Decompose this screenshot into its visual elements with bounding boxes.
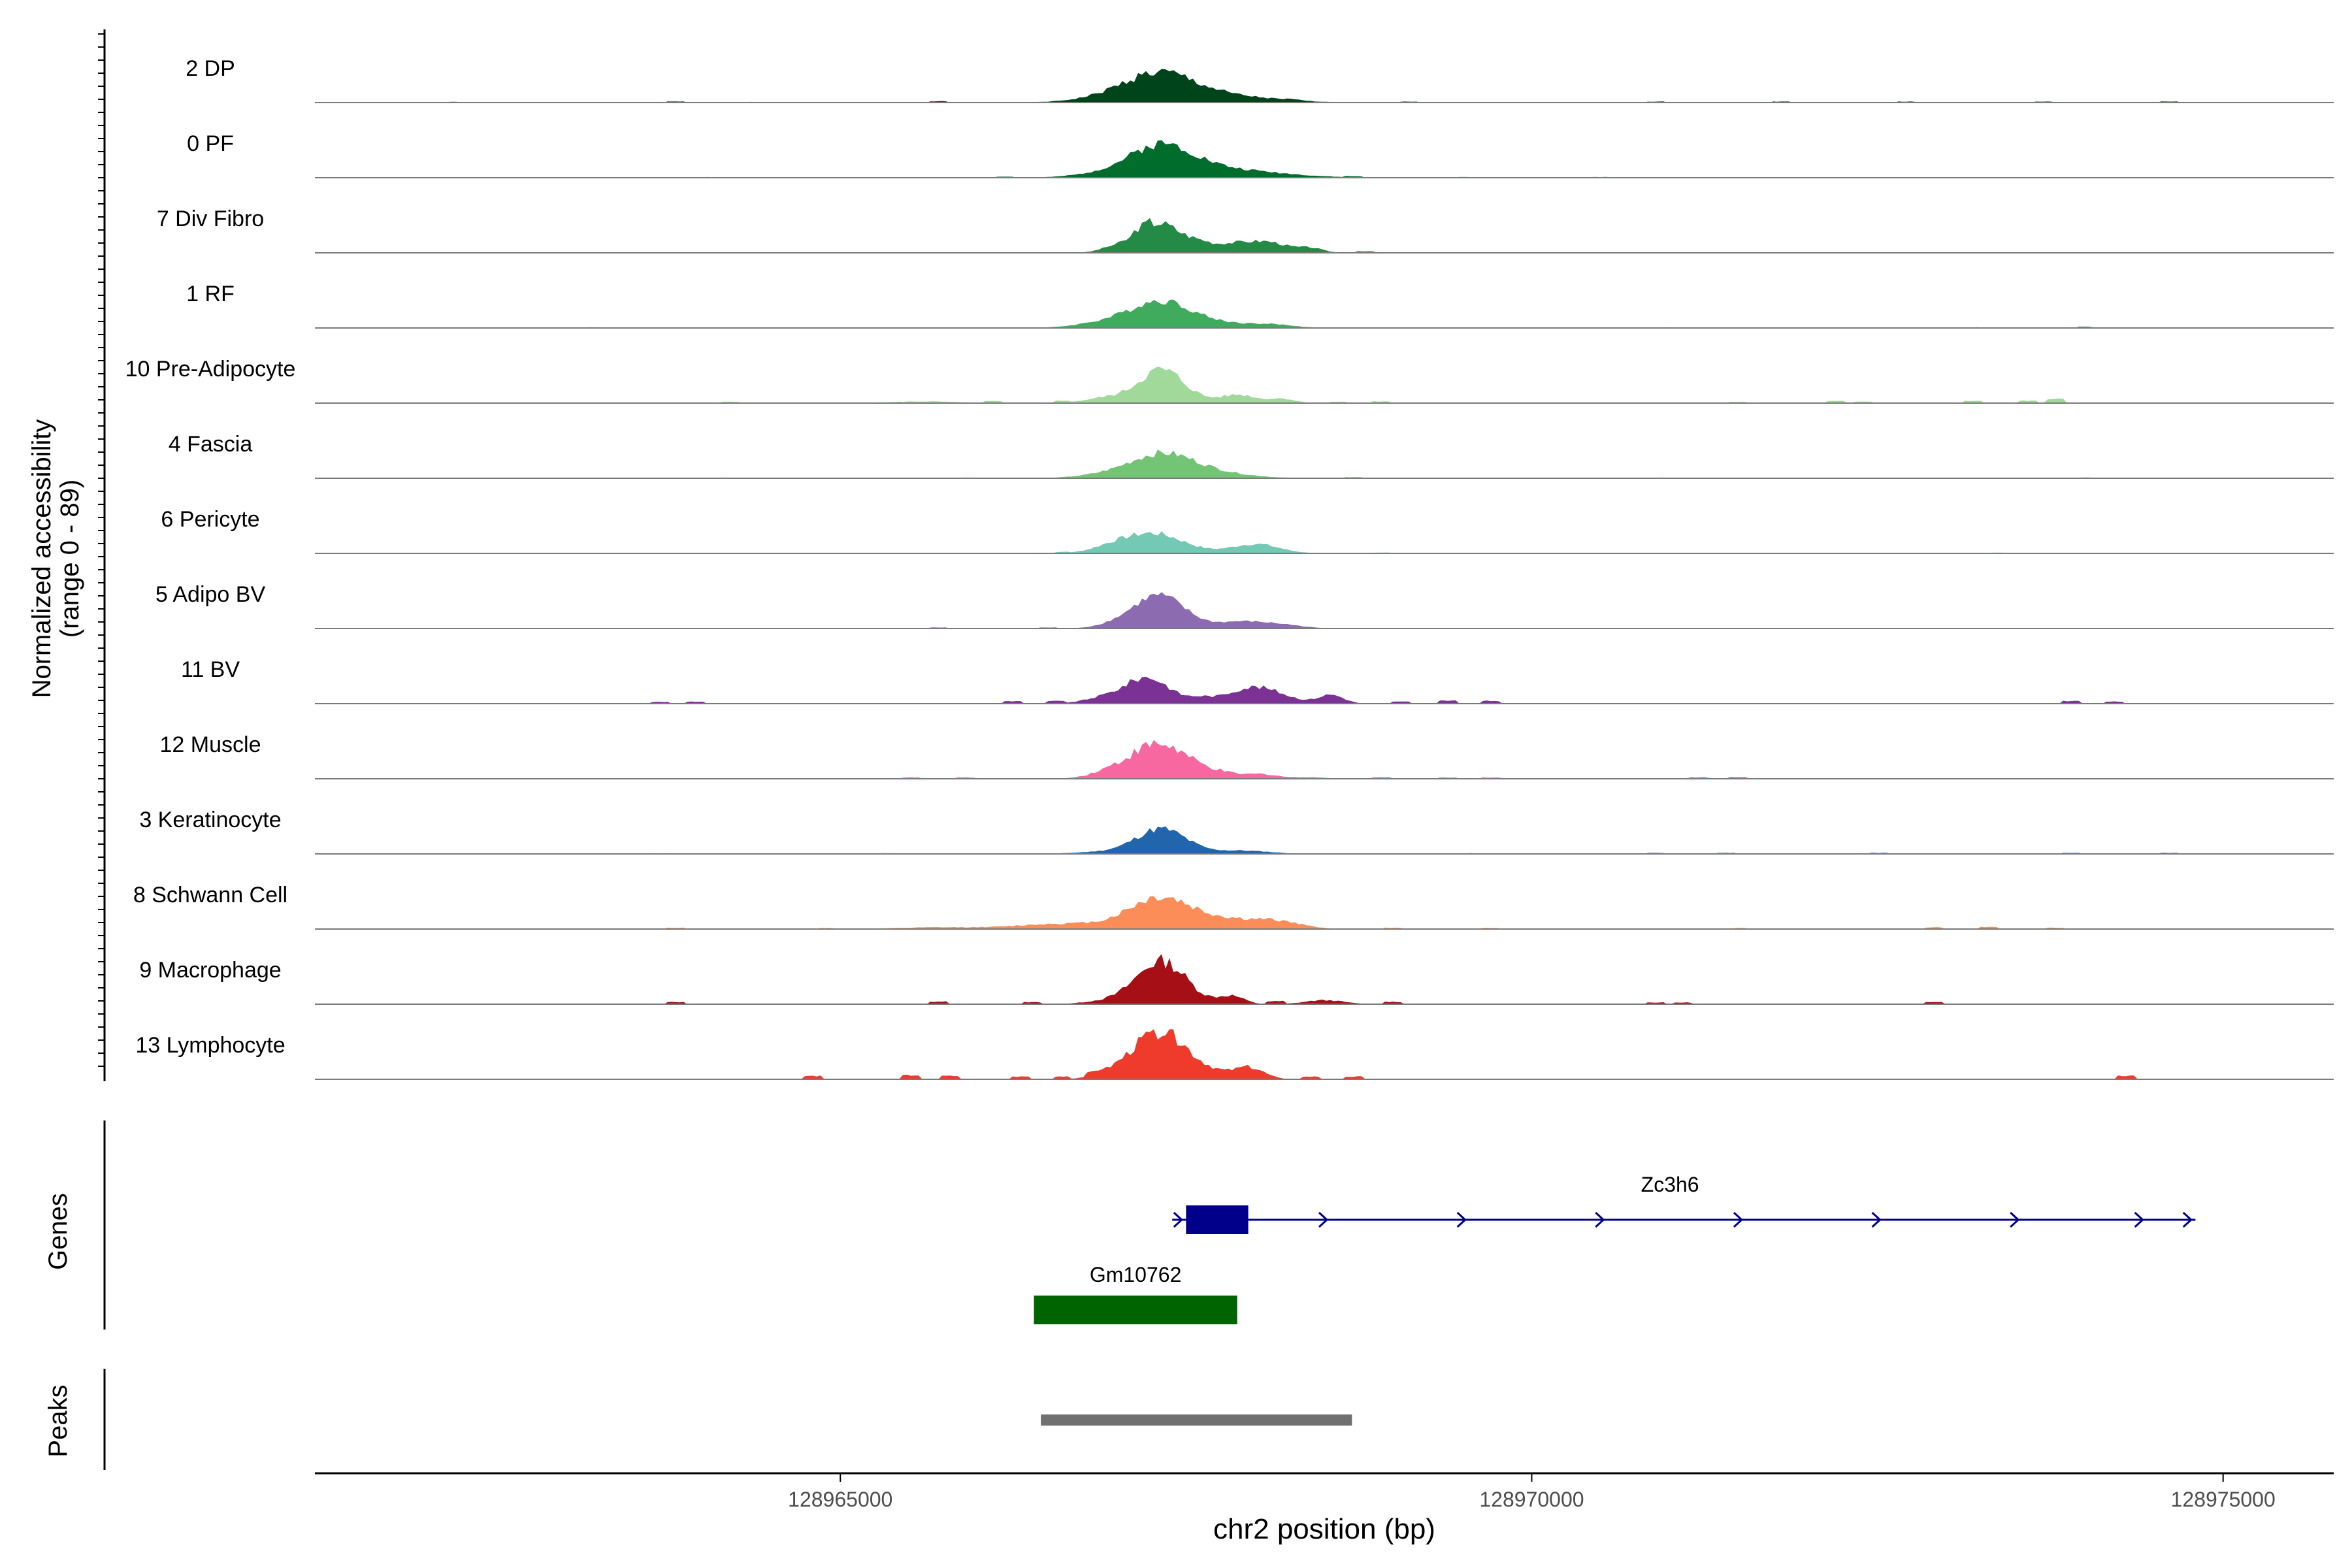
peak-region [1041,1414,1352,1426]
strand-arrow [1456,1211,1467,1228]
genes-track-label: Genes [44,1193,73,1270]
strand-arrow [1173,1211,1183,1228]
x-axis-ticks: 128965000 128970000 128975000 [788,1473,2276,1511]
coverage-axis-ticks [98,33,105,1067]
track-label: 0 PF [187,131,234,156]
track-label: 1 RF [186,282,235,306]
track-label: 8 Schwann Cell [133,883,287,907]
strand-arrow [1733,1211,1744,1228]
peaks-track-label: Peaks [44,1384,73,1457]
gene-label-zc3h6: Zc3h6 [1641,1173,1699,1196]
strand-arrow [1595,1211,1605,1228]
track-label: 7 Div Fibro [157,206,264,231]
y-axis-title-line1: Normalized accessibility [27,419,56,698]
x-tick-label: 128970000 [1479,1488,1584,1511]
track-label: 12 Muscle [160,732,261,757]
track-label: 4 Fascia [169,432,253,457]
track-label: 11 BV [181,657,240,682]
track-label: 9 Macrophage [139,958,281,983]
track-label: 6 Pericyte [161,507,259,532]
peaks-track [1041,1414,1352,1426]
track-label: 5 Adipo BV [155,582,266,607]
strand-arrow [2134,1211,2144,1228]
track-label: 2 DP [186,56,235,81]
x-tick-label: 128975000 [2171,1488,2276,1511]
track-label: 3 Keratinocyte [139,808,281,832]
y-axis-title-line2: (range 0 - 89) [56,480,84,638]
gene-exon-zc3h6 [1186,1205,1249,1234]
track-label: 13 Lymphocyte [135,1033,285,1058]
x-tick-label: 128965000 [788,1488,892,1511]
gene-label-gm10762: Gm10762 [1090,1263,1182,1286]
strand-arrow [2182,1211,2193,1228]
gene-exon-gm10762 [1034,1296,1237,1324]
coverage-tracks: 2 DP 0 PF 7 Div Fibro 1 RF 10 Pre-Adipocyte 4… [125,56,2334,1080]
x-axis-title: chr2 position (bp) [1213,1513,1435,1545]
strand-arrow [1318,1211,1329,1228]
genes-track: Zc3h6 Gm10762 [1034,1173,2196,1324]
coverage-area-9 [315,676,2334,704]
strand-arrow [1871,1211,1882,1228]
strand-arrow [2010,1211,2020,1228]
track-label: 10 Pre-Adipocyte [125,357,296,382]
